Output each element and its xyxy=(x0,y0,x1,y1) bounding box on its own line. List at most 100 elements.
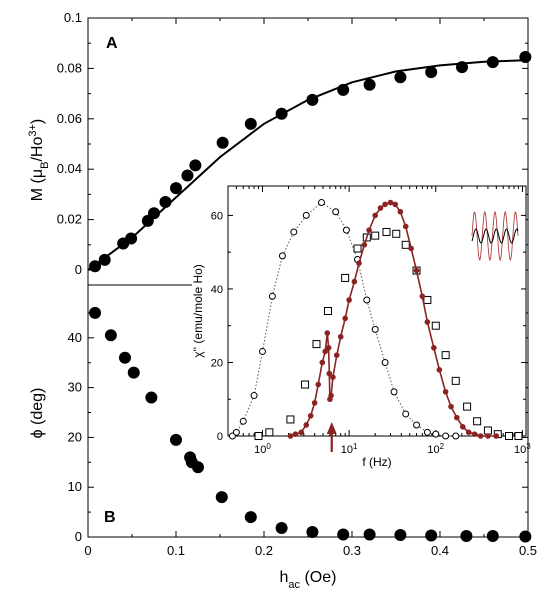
ytick-label-a: 0.04 xyxy=(57,161,82,176)
point-a xyxy=(363,78,376,91)
inset-red-point xyxy=(397,208,404,215)
axes-layer xyxy=(87,17,529,538)
xtick-label: 0.1 xyxy=(167,543,185,558)
inset-frame xyxy=(227,185,527,437)
inset-xtick-exp: 0 xyxy=(266,442,271,451)
inset-square-point xyxy=(301,380,310,389)
inset-layer xyxy=(227,185,527,452)
inset-square-point xyxy=(265,428,274,437)
ylabel-a-part: B xyxy=(39,162,51,169)
inset-red-point xyxy=(477,433,484,439)
inset-circle-point xyxy=(290,228,298,236)
inset-circle-point xyxy=(250,392,258,400)
inset-square-point xyxy=(382,227,391,236)
inset-xtick-label: 100 xyxy=(254,442,271,457)
point-b xyxy=(306,526,319,539)
inset-xtick-exp: 3 xyxy=(526,442,531,451)
point-a xyxy=(125,232,138,245)
ytick-label-b: 30 xyxy=(68,380,82,395)
inset-circle-point xyxy=(318,199,326,207)
sine-wave-icon-red xyxy=(471,210,519,262)
inset-arrow-head xyxy=(326,422,337,434)
inset-red-point xyxy=(436,367,443,373)
ytick-label-b: 10 xyxy=(68,479,82,494)
ylabel-a-part: ) xyxy=(29,119,46,124)
ytick-label-a: 0 xyxy=(75,262,82,277)
point-b xyxy=(118,351,131,364)
inset-xtick-base: 10 xyxy=(427,444,439,456)
inset-red-point xyxy=(328,392,334,399)
point-a xyxy=(425,66,438,79)
inset-xtick-base: 10 xyxy=(341,444,353,456)
inset-red-point xyxy=(356,260,362,267)
ylabel-a: M (μB/Ho3+) xyxy=(27,119,51,201)
xtick-label: 0 xyxy=(84,543,91,558)
inset-red-point xyxy=(485,433,491,439)
inset-square-point xyxy=(423,295,432,304)
inset-ytick-label: 20 xyxy=(211,357,223,369)
inset-circle-point xyxy=(258,347,266,355)
sine-wave-icon-black xyxy=(471,228,519,244)
inset-square-point xyxy=(451,376,460,385)
point-b xyxy=(363,528,376,541)
point-a xyxy=(98,253,111,266)
inset-red-point xyxy=(292,431,299,437)
xlabel-b-part: ac xyxy=(288,579,300,591)
inset-square-point xyxy=(441,351,450,360)
ylabel-b: ϕ (deg) xyxy=(29,388,46,439)
inset-square-point xyxy=(401,240,410,249)
inset-xtick-base: 10 xyxy=(254,444,266,456)
panel-label-a: A xyxy=(106,35,118,52)
inset-square-point xyxy=(286,415,295,424)
xtick-label: 0.4 xyxy=(431,543,449,558)
inset-square-point xyxy=(431,321,440,330)
inset-red-point xyxy=(361,242,368,248)
ylabel-a-part: /Ho xyxy=(29,137,46,162)
inset-red-point xyxy=(413,267,420,274)
point-b xyxy=(244,511,257,524)
point-a xyxy=(275,107,288,120)
ytick-label-a: 0.02 xyxy=(57,212,82,227)
inset-square-point xyxy=(353,244,362,253)
inset-red-point xyxy=(431,344,437,351)
ytick-label-b: 20 xyxy=(68,429,82,444)
inset-circle-point xyxy=(332,208,340,216)
xtick-label: 0.5 xyxy=(519,543,537,558)
inset-xtick-base: 10 xyxy=(514,444,526,456)
xlabel-b-part: (Oe) xyxy=(300,569,336,586)
inset-xlabel: f (Hz) xyxy=(362,455,391,469)
point-a xyxy=(181,169,194,182)
inset-circle-point xyxy=(432,430,440,438)
point-b xyxy=(127,366,140,379)
point-a xyxy=(456,61,468,74)
inset-circle-point xyxy=(452,432,460,440)
inset-red-point xyxy=(424,319,431,325)
inset-red-point xyxy=(326,370,333,377)
inset-red-point xyxy=(459,424,466,430)
ytick-label-b: 0 xyxy=(75,529,82,544)
inset-square-point xyxy=(323,307,332,315)
inset-square-point xyxy=(463,402,472,411)
data-layer xyxy=(87,51,532,543)
point-a xyxy=(170,182,182,195)
inset-circle-point xyxy=(390,388,398,396)
inset-circle-point xyxy=(442,432,450,440)
inset-circle-point xyxy=(381,358,389,366)
inset-red-point xyxy=(298,429,305,436)
inset-red-point xyxy=(351,278,358,285)
point-a xyxy=(306,93,319,106)
inset-xtick-label: 102 xyxy=(427,442,444,457)
inset-red-point xyxy=(319,359,326,366)
inset-square-point xyxy=(392,229,401,238)
inset-square-point xyxy=(483,426,492,435)
inset-red-point xyxy=(442,389,449,395)
inset-circle-point xyxy=(239,417,247,425)
point-b xyxy=(337,528,350,541)
point-b xyxy=(519,530,532,543)
point-a xyxy=(244,117,257,130)
inset-red-point xyxy=(471,431,478,437)
inset-circle-point xyxy=(268,292,276,300)
inset-ytick-label: 0 xyxy=(217,431,223,443)
inset-red-point xyxy=(322,348,329,355)
inset-circle-point xyxy=(402,410,410,418)
